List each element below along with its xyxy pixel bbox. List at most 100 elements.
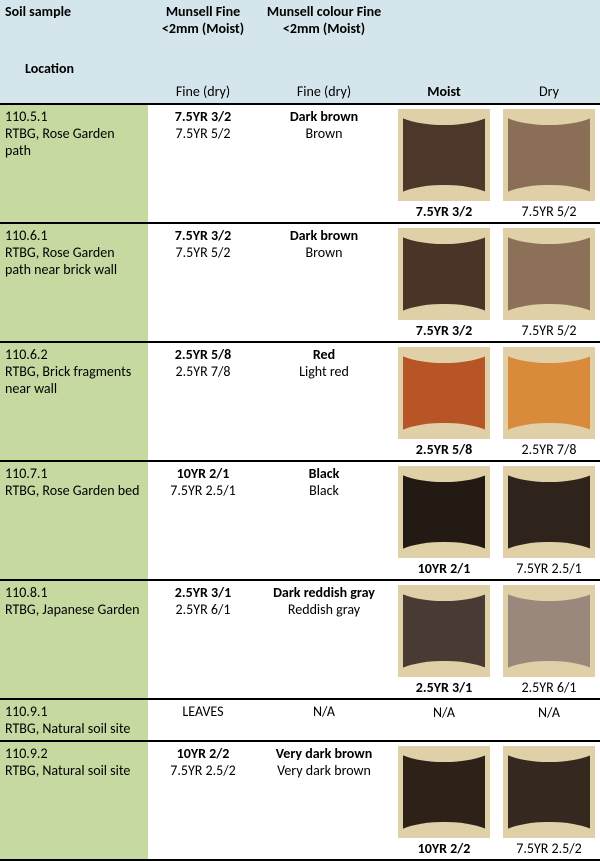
munsell-moist-code: 10YR 2/1 — [153, 465, 253, 482]
swatch-moist-label: 7.5YR 3/2 — [392, 320, 496, 339]
sample-desc: RTBG, Rose Garden bed — [5, 482, 143, 499]
swatch-moist — [403, 114, 485, 196]
swatch-dry — [508, 751, 590, 833]
swatch-dry-label: 7.5YR 2.5/1 — [500, 558, 598, 577]
sample-desc: RTBG, Rose Garden path — [5, 125, 143, 159]
munsell-code-cell: 7.5YR 3/27.5YR 5/2 — [148, 223, 258, 342]
colour-name-cell: N/A — [258, 699, 390, 741]
colour-name-cell: Very dark brownVery dark brown — [258, 741, 390, 860]
swatch-dry — [508, 590, 590, 672]
swatch-dry-label: 7.5YR 5/2 — [500, 320, 598, 339]
header-location: Location — [5, 60, 143, 77]
munsell-dry-code: 2.5YR 6/1 — [153, 601, 253, 618]
header-moist: Moist — [390, 80, 498, 104]
location-cell: 110.6.2RTBG, Brick fragments near wall — [0, 342, 148, 461]
colour-name-cell: BlackBlack — [258, 461, 390, 580]
swatch-dry — [508, 233, 590, 315]
swatch-moist-cell: 7.5YR 3/2 — [390, 104, 498, 223]
sample-id: 110.6.1 — [5, 227, 143, 244]
swatch-dry-label: 2.5YR 7/8 — [500, 439, 598, 458]
swatch-dry-cell: N/A — [498, 699, 600, 741]
swatch-dry — [508, 471, 590, 553]
table-row: 110.9.1RTBG, Natural soil siteLEAVESN/AN… — [0, 699, 600, 741]
colour-name-cell: Dark brownBrown — [258, 223, 390, 342]
munsell-dry-code: 2.5YR 7/8 — [153, 363, 253, 380]
colour-moist-name: N/A — [263, 703, 385, 720]
header-fine-dry-1: Fine (dry) — [148, 80, 258, 104]
soil-sample-table: Soil sample Location Munsell Fine <2mm (… — [0, 0, 600, 861]
munsell-moist-code: 7.5YR 3/2 — [153, 108, 253, 125]
colour-moist-name: Dark brown — [263, 227, 385, 244]
swatch-dry-cell: 7.5YR 2.5/1 — [498, 461, 600, 580]
swatch-dry-label: N/A — [500, 704, 598, 721]
munsell-moist-code: 7.5YR 3/2 — [153, 227, 253, 244]
location-cell: 110.8.1RTBG, Japanese Garden — [0, 580, 148, 699]
swatch-moist-cell: 7.5YR 3/2 — [390, 223, 498, 342]
colour-dry-name: Reddish gray — [263, 601, 385, 618]
swatch-moist-cell: 10YR 2/1 — [390, 461, 498, 580]
colour-moist-name: Very dark brown — [263, 745, 385, 762]
swatch-dry-cell: 7.5YR 2.5/2 — [498, 741, 600, 860]
table-row: 110.9.2RTBG, Natural soil site10YR 2/27.… — [0, 741, 600, 860]
swatch-moist — [403, 471, 485, 553]
swatch-moist-label: 2.5YR 5/8 — [392, 439, 496, 458]
swatch-moist — [403, 233, 485, 315]
colour-name-cell: Dark brownBrown — [258, 104, 390, 223]
swatch-moist-label: N/A — [392, 704, 496, 721]
header-dry: Dry — [498, 80, 600, 104]
location-cell: 110.5.1RTBG, Rose Garden path — [0, 104, 148, 223]
colour-moist-name: Dark brown — [263, 108, 385, 125]
munsell-code-cell: 10YR 2/27.5YR 2.5/2 — [148, 741, 258, 860]
table-row: 110.8.1RTBG, Japanese Garden2.5YR 3/12.5… — [0, 580, 600, 699]
colour-moist-name: Red — [263, 346, 385, 363]
sample-id: 110.9.2 — [5, 745, 143, 762]
table-row: 110.6.1RTBG, Rose Garden path near brick… — [0, 223, 600, 342]
colour-dry-name: Light red — [263, 363, 385, 380]
header-munsell-fine: Munsell Fine <2mm (Moist) — [153, 3, 253, 37]
swatch-dry-label: 2.5YR 6/1 — [500, 677, 598, 696]
swatch-moist-label: 10YR 2/1 — [392, 558, 496, 577]
location-cell: 110.9.1RTBG, Natural soil site — [0, 699, 148, 741]
swatch-moist — [403, 590, 485, 672]
swatch-moist-cell: 2.5YR 5/8 — [390, 342, 498, 461]
sample-id: 110.7.1 — [5, 465, 143, 482]
sample-desc: RTBG, Natural soil site — [5, 720, 143, 737]
sample-id: 110.5.1 — [5, 108, 143, 125]
swatch-moist-label: 2.5YR 3/1 — [392, 677, 496, 696]
header-munsell-colour: Munsell colour Fine <2mm (Moist) — [263, 3, 385, 37]
swatch-dry-cell: 2.5YR 7/8 — [498, 342, 600, 461]
table-row: 110.6.2RTBG, Brick fragments near wall 2.… — [0, 342, 600, 461]
colour-dry-name: Brown — [263, 244, 385, 261]
colour-name-cell: RedLight red — [258, 342, 390, 461]
swatch-moist-cell: 2.5YR 3/1 — [390, 580, 498, 699]
location-cell: 110.9.2RTBG, Natural soil site — [0, 741, 148, 860]
swatch-moist — [403, 352, 485, 434]
munsell-dry-code: 7.5YR 2.5/1 — [153, 482, 253, 499]
munsell-dry-code: 7.5YR 5/2 — [153, 125, 253, 142]
swatch-dry-cell: 7.5YR 5/2 — [498, 104, 600, 223]
colour-moist-name: Dark reddish gray — [263, 584, 385, 601]
munsell-code-cell: LEAVES — [148, 699, 258, 741]
colour-dry-name: Very dark brown — [263, 762, 385, 779]
sample-desc: RTBG, Brick fragments near wall — [5, 363, 143, 397]
location-cell: 110.6.1RTBG, Rose Garden path near brick… — [0, 223, 148, 342]
table-row: 110.5.1RTBG, Rose Garden path7.5YR 3/27.… — [0, 104, 600, 223]
sample-desc: RTBG, Natural soil site — [5, 762, 143, 779]
swatch-dry-cell: 7.5YR 5/2 — [498, 223, 600, 342]
swatch-moist — [403, 751, 485, 833]
table-row: 110.7.1RTBG, Rose Garden bed10YR 2/17.5Y… — [0, 461, 600, 580]
colour-name-cell: Dark reddish grayReddish gray — [258, 580, 390, 699]
munsell-moist-code: 2.5YR 5/8 — [153, 346, 253, 363]
sample-desc: RTBG, Japanese Garden — [5, 601, 143, 618]
swatch-dry-cell: 2.5YR 6/1 — [498, 580, 600, 699]
swatch-dry — [508, 352, 590, 434]
munsell-code-cell: 10YR 2/17.5YR 2.5/1 — [148, 461, 258, 580]
munsell-code-cell: 2.5YR 3/12.5YR 6/1 — [148, 580, 258, 699]
swatch-moist-label: 7.5YR 3/2 — [392, 201, 496, 220]
colour-dry-name: Black — [263, 482, 385, 499]
swatch-moist-cell: N/A — [390, 699, 498, 741]
munsell-moist-code: LEAVES — [153, 703, 253, 720]
sample-id: 110.8.1 — [5, 584, 143, 601]
header-soil-sample: Soil sample — [5, 3, 143, 20]
munsell-dry-code: 7.5YR 2.5/2 — [153, 762, 253, 779]
